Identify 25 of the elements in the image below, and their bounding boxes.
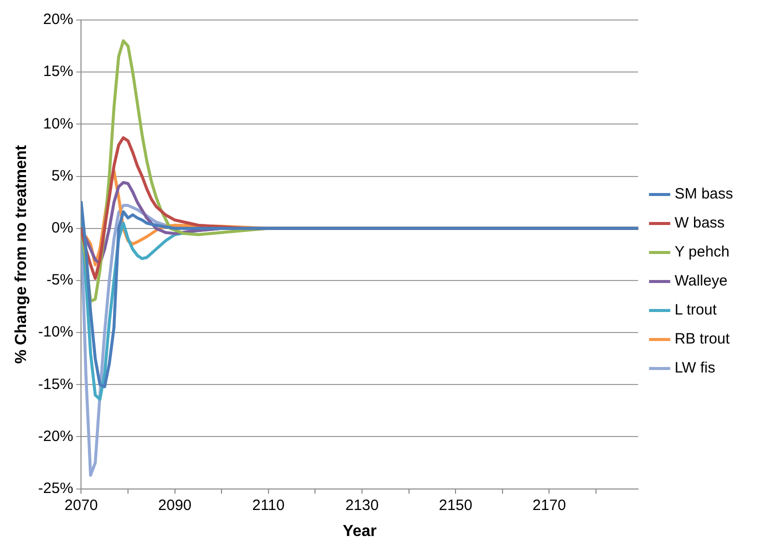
- x-tick-label: 2170: [532, 496, 566, 514]
- y-tick-label: 20%: [43, 11, 74, 28]
- y-tick-label: 5%: [52, 167, 74, 184]
- x-tick-label: 2090: [158, 496, 192, 514]
- y-tick-label: -5%: [46, 272, 74, 289]
- y-tick-label: -10%: [38, 324, 74, 341]
- legend-label: Walleye: [674, 272, 728, 290]
- y-axis-title: % Change from no treatment: [13, 144, 30, 364]
- legend-label: W bass: [674, 214, 725, 232]
- y-tick-label: -20%: [38, 428, 74, 445]
- legend-label: L trout: [674, 302, 718, 319]
- x-tick-label: 2070: [64, 496, 98, 514]
- y-tick-label: 10%: [43, 115, 74, 132]
- x-tick-label: 2150: [438, 496, 472, 514]
- x-tick-label: 2110: [252, 496, 285, 514]
- legend-label: Y pehch: [674, 244, 730, 261]
- y-tick-label: 0%: [52, 219, 74, 236]
- x-axis-title: Year: [342, 522, 377, 540]
- y-tick-label: -25%: [38, 480, 74, 497]
- legend-label: SM bass: [674, 186, 734, 203]
- x-tick-label: 2130: [345, 496, 379, 514]
- y-tick-label: 15%: [43, 63, 74, 80]
- legend-label: LW fis: [674, 360, 716, 377]
- legend-label: RB trout: [674, 330, 730, 348]
- y-tick-label: -15%: [38, 376, 74, 393]
